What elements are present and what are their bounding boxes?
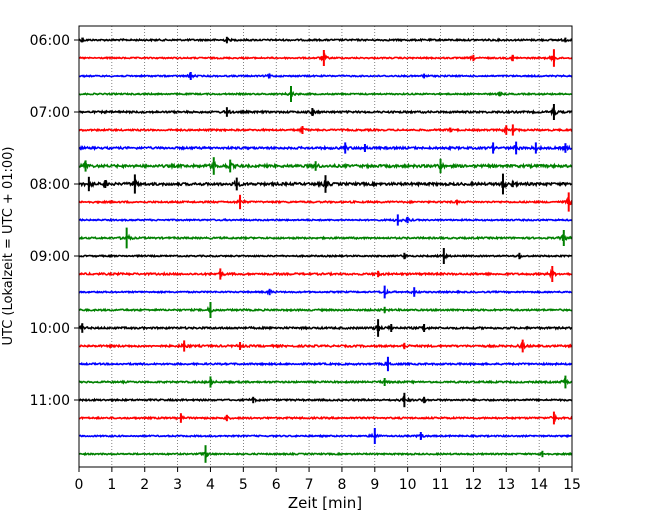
x-axis-label: Zeit [min] [288, 494, 362, 512]
y-tick-label: 08:00 [30, 177, 70, 193]
trace-11:00 [78, 392, 573, 408]
trace-line [78, 216, 573, 223]
trace-10:30 [78, 356, 573, 372]
trace-line [78, 323, 573, 332]
y-tick-label: 07:00 [30, 105, 70, 121]
trace-line [78, 395, 573, 404]
trace-07:00 [78, 104, 573, 120]
x-tick-label: 1 [107, 477, 116, 493]
y-tick-label: 06:00 [30, 33, 70, 49]
trace-08:00 [78, 173, 573, 195]
trace-line [79, 52, 573, 63]
x-tick-label: 0 [75, 477, 84, 493]
trace-06:30 [78, 72, 573, 80]
x-tick-label: 9 [370, 477, 379, 493]
trace-08:45 [78, 227, 573, 249]
trace-line [79, 306, 573, 314]
trace-line [78, 72, 573, 80]
trace-line [78, 160, 573, 171]
trace-line [78, 126, 573, 134]
x-tick-label: 6 [272, 477, 281, 493]
trace-11:30 [78, 428, 573, 444]
trace-line [78, 107, 573, 117]
x-axis-ticks: 0 1 2 3 4 5 6 7 8 9 10 11 12 13 14 15 [75, 467, 581, 493]
trace-09:45 [79, 302, 573, 318]
trace-line [78, 288, 573, 297]
trace-06:00 [78, 36, 573, 44]
trace-line [78, 196, 573, 206]
trace-line [78, 37, 573, 44]
trace-10:15 [78, 339, 573, 353]
trace-line [78, 451, 573, 460]
trace-line [78, 90, 572, 97]
trace-09:00 [78, 248, 573, 264]
y-tick-label: 11:00 [30, 393, 70, 409]
trace-09:30 [78, 285, 573, 299]
trace-line [78, 432, 573, 440]
trace-series-group [78, 36, 573, 463]
x-tick-label: 13 [497, 477, 515, 493]
trace-10:00 [78, 319, 573, 337]
trace-08:15 [78, 192, 573, 212]
x-tick-label: 4 [206, 477, 215, 493]
y-axis-ticks: 06:00 07:00 08:00 09:00 10:00 11:00 [30, 33, 79, 409]
y-tick-label: 10:00 [30, 321, 70, 337]
trace-11:45 [78, 445, 573, 463]
trace-line [78, 413, 573, 423]
x-tick-label: 8 [337, 477, 346, 493]
trace-line [78, 143, 573, 153]
x-tick-label: 14 [530, 477, 548, 493]
trace-06:15 [79, 49, 573, 67]
y-tick-label: 09:00 [30, 249, 70, 265]
trace-07:30 [78, 141, 573, 155]
x-tick-label: 11 [432, 477, 450, 493]
x-tick-label: 7 [305, 477, 314, 493]
trace-07:45 [78, 157, 573, 175]
trace-line [79, 377, 573, 386]
trace-06:45 [78, 86, 572, 102]
trace-line [78, 341, 573, 350]
y-axis-label: UTC (Lokalzeit = UTC + 01:00) [1, 147, 16, 346]
x-tick-label: 12 [464, 477, 482, 493]
x-tick-label: 3 [173, 477, 182, 493]
trace-line [78, 360, 573, 367]
x-tick-label: 15 [563, 477, 581, 493]
trace-09:15 [78, 266, 573, 282]
x-tick-label: 5 [239, 477, 248, 493]
x-tick-label: 10 [399, 477, 417, 493]
trace-07:15 [78, 124, 573, 136]
trace-10:45 [79, 375, 573, 389]
trace-08:30 [78, 214, 573, 226]
plot-frame [78, 25, 573, 468]
trace-line [78, 268, 573, 279]
trace-line [78, 233, 573, 241]
trace-line [78, 252, 573, 260]
x-tick-label: 2 [140, 477, 149, 493]
trace-11:15 [78, 411, 573, 425]
